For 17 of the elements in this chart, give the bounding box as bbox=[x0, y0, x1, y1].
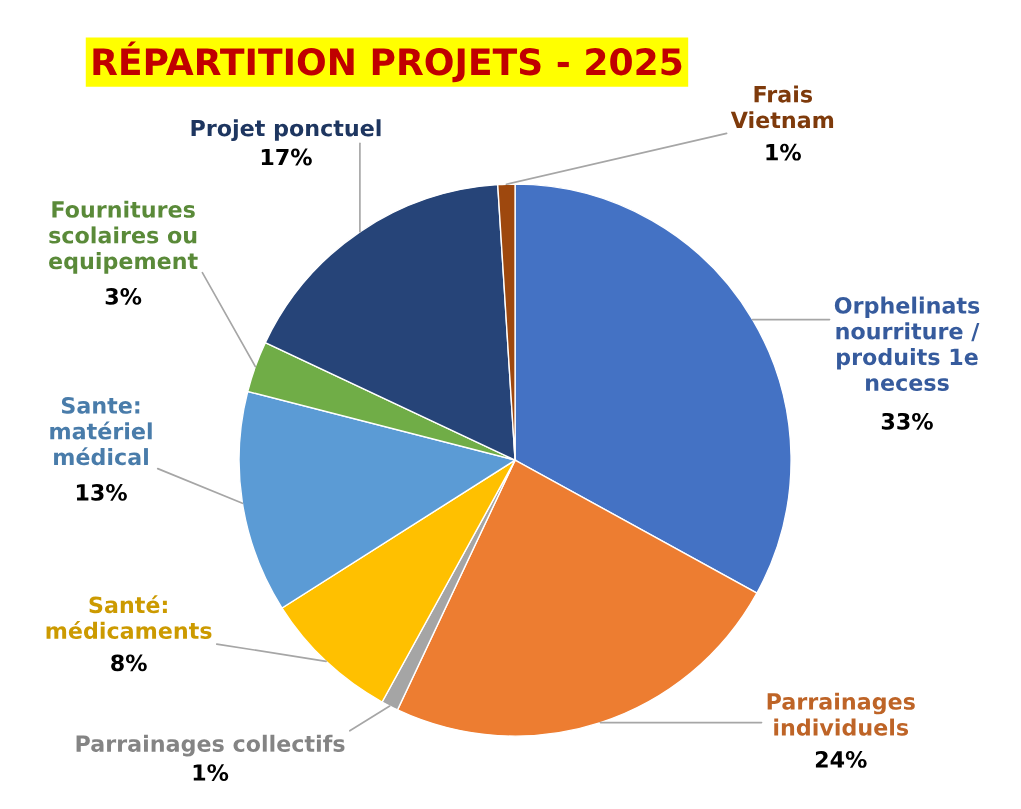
data-label: 1% bbox=[766, 143, 801, 161]
slice-label: Parrainages collectifs bbox=[76, 734, 345, 757]
slice-label: Parrainages individuels bbox=[767, 692, 915, 736]
slice-label: Frais Vietnam bbox=[730, 85, 834, 129]
data-label: 3% bbox=[105, 288, 142, 305]
data-label: 13% bbox=[76, 483, 127, 501]
data-label: 33% bbox=[881, 412, 933, 430]
slice-label: Orphelinats nourriture / produits 1e necess bbox=[834, 296, 980, 391]
data-label: 8% bbox=[111, 654, 147, 672]
slice-label: Fournitures scolaires ou equipement bbox=[49, 200, 198, 274]
chart-title: RÉPARTITION PROJETS - 2025 bbox=[93, 41, 682, 83]
slice-label: Sante: matériel médical bbox=[50, 397, 152, 466]
data-label: 1% bbox=[193, 764, 229, 781]
data-label: 17% bbox=[261, 148, 312, 166]
data-label: 24% bbox=[815, 751, 867, 768]
slice-label: Santé: médicaments bbox=[46, 595, 212, 639]
slice-label: Projet ponctuel bbox=[191, 119, 381, 141]
